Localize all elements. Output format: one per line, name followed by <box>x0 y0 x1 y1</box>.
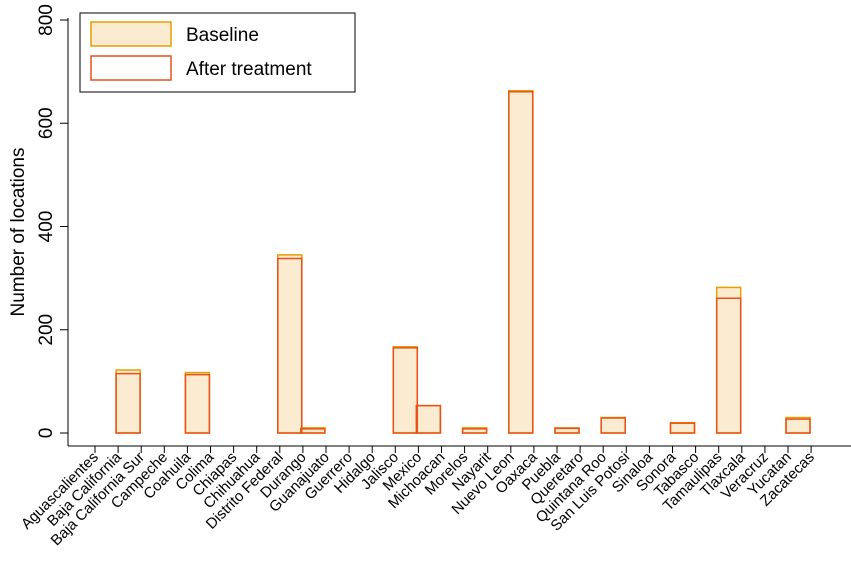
y-axis-label: Number of locations <box>8 148 29 317</box>
y-tick-label: 0 <box>36 428 57 439</box>
legend-label-after-treatment: After treatment <box>186 59 312 80</box>
bar-baseline <box>669 421 696 434</box>
y-ticks: 0 200 400 600 800 <box>36 4 68 438</box>
legend-swatch-after-treatment <box>90 55 172 81</box>
bar-baseline <box>600 416 626 434</box>
bar-baseline <box>508 89 534 434</box>
bar-baseline <box>715 286 742 434</box>
bar-after-treatment <box>600 417 626 434</box>
y-tick-label: 200 <box>36 314 57 346</box>
bar-after-treatment <box>461 428 488 434</box>
bar-after-treatment <box>115 372 141 434</box>
bar-after-treatment <box>300 428 326 434</box>
legend: Baseline After treatment <box>79 12 356 93</box>
legend-label-baseline: Baseline <box>186 25 259 46</box>
bar-baseline <box>277 254 303 434</box>
y-tick-label: 600 <box>36 107 57 139</box>
bar-baseline <box>115 369 141 434</box>
bar-baseline <box>184 371 211 434</box>
y-tick-label: 400 <box>36 211 57 243</box>
y-tick-label: 800 <box>36 4 57 36</box>
bar-after-treatment <box>554 427 580 434</box>
bar-baseline <box>785 416 811 434</box>
bar-after-treatment <box>508 91 534 434</box>
bar-after-treatment <box>785 418 811 434</box>
legend-swatch-baseline <box>90 21 172 47</box>
bar-after-treatment <box>715 297 742 434</box>
axes-layer <box>67 18 851 447</box>
bar-after-treatment <box>184 373 211 434</box>
bar-baseline <box>415 404 442 434</box>
bar-after-treatment <box>415 404 442 434</box>
bars-layer <box>115 89 811 434</box>
bar-after-treatment <box>277 257 303 434</box>
bar-after-treatment <box>392 347 419 434</box>
bar-after-treatment <box>669 422 696 434</box>
bar-baseline <box>392 346 419 434</box>
